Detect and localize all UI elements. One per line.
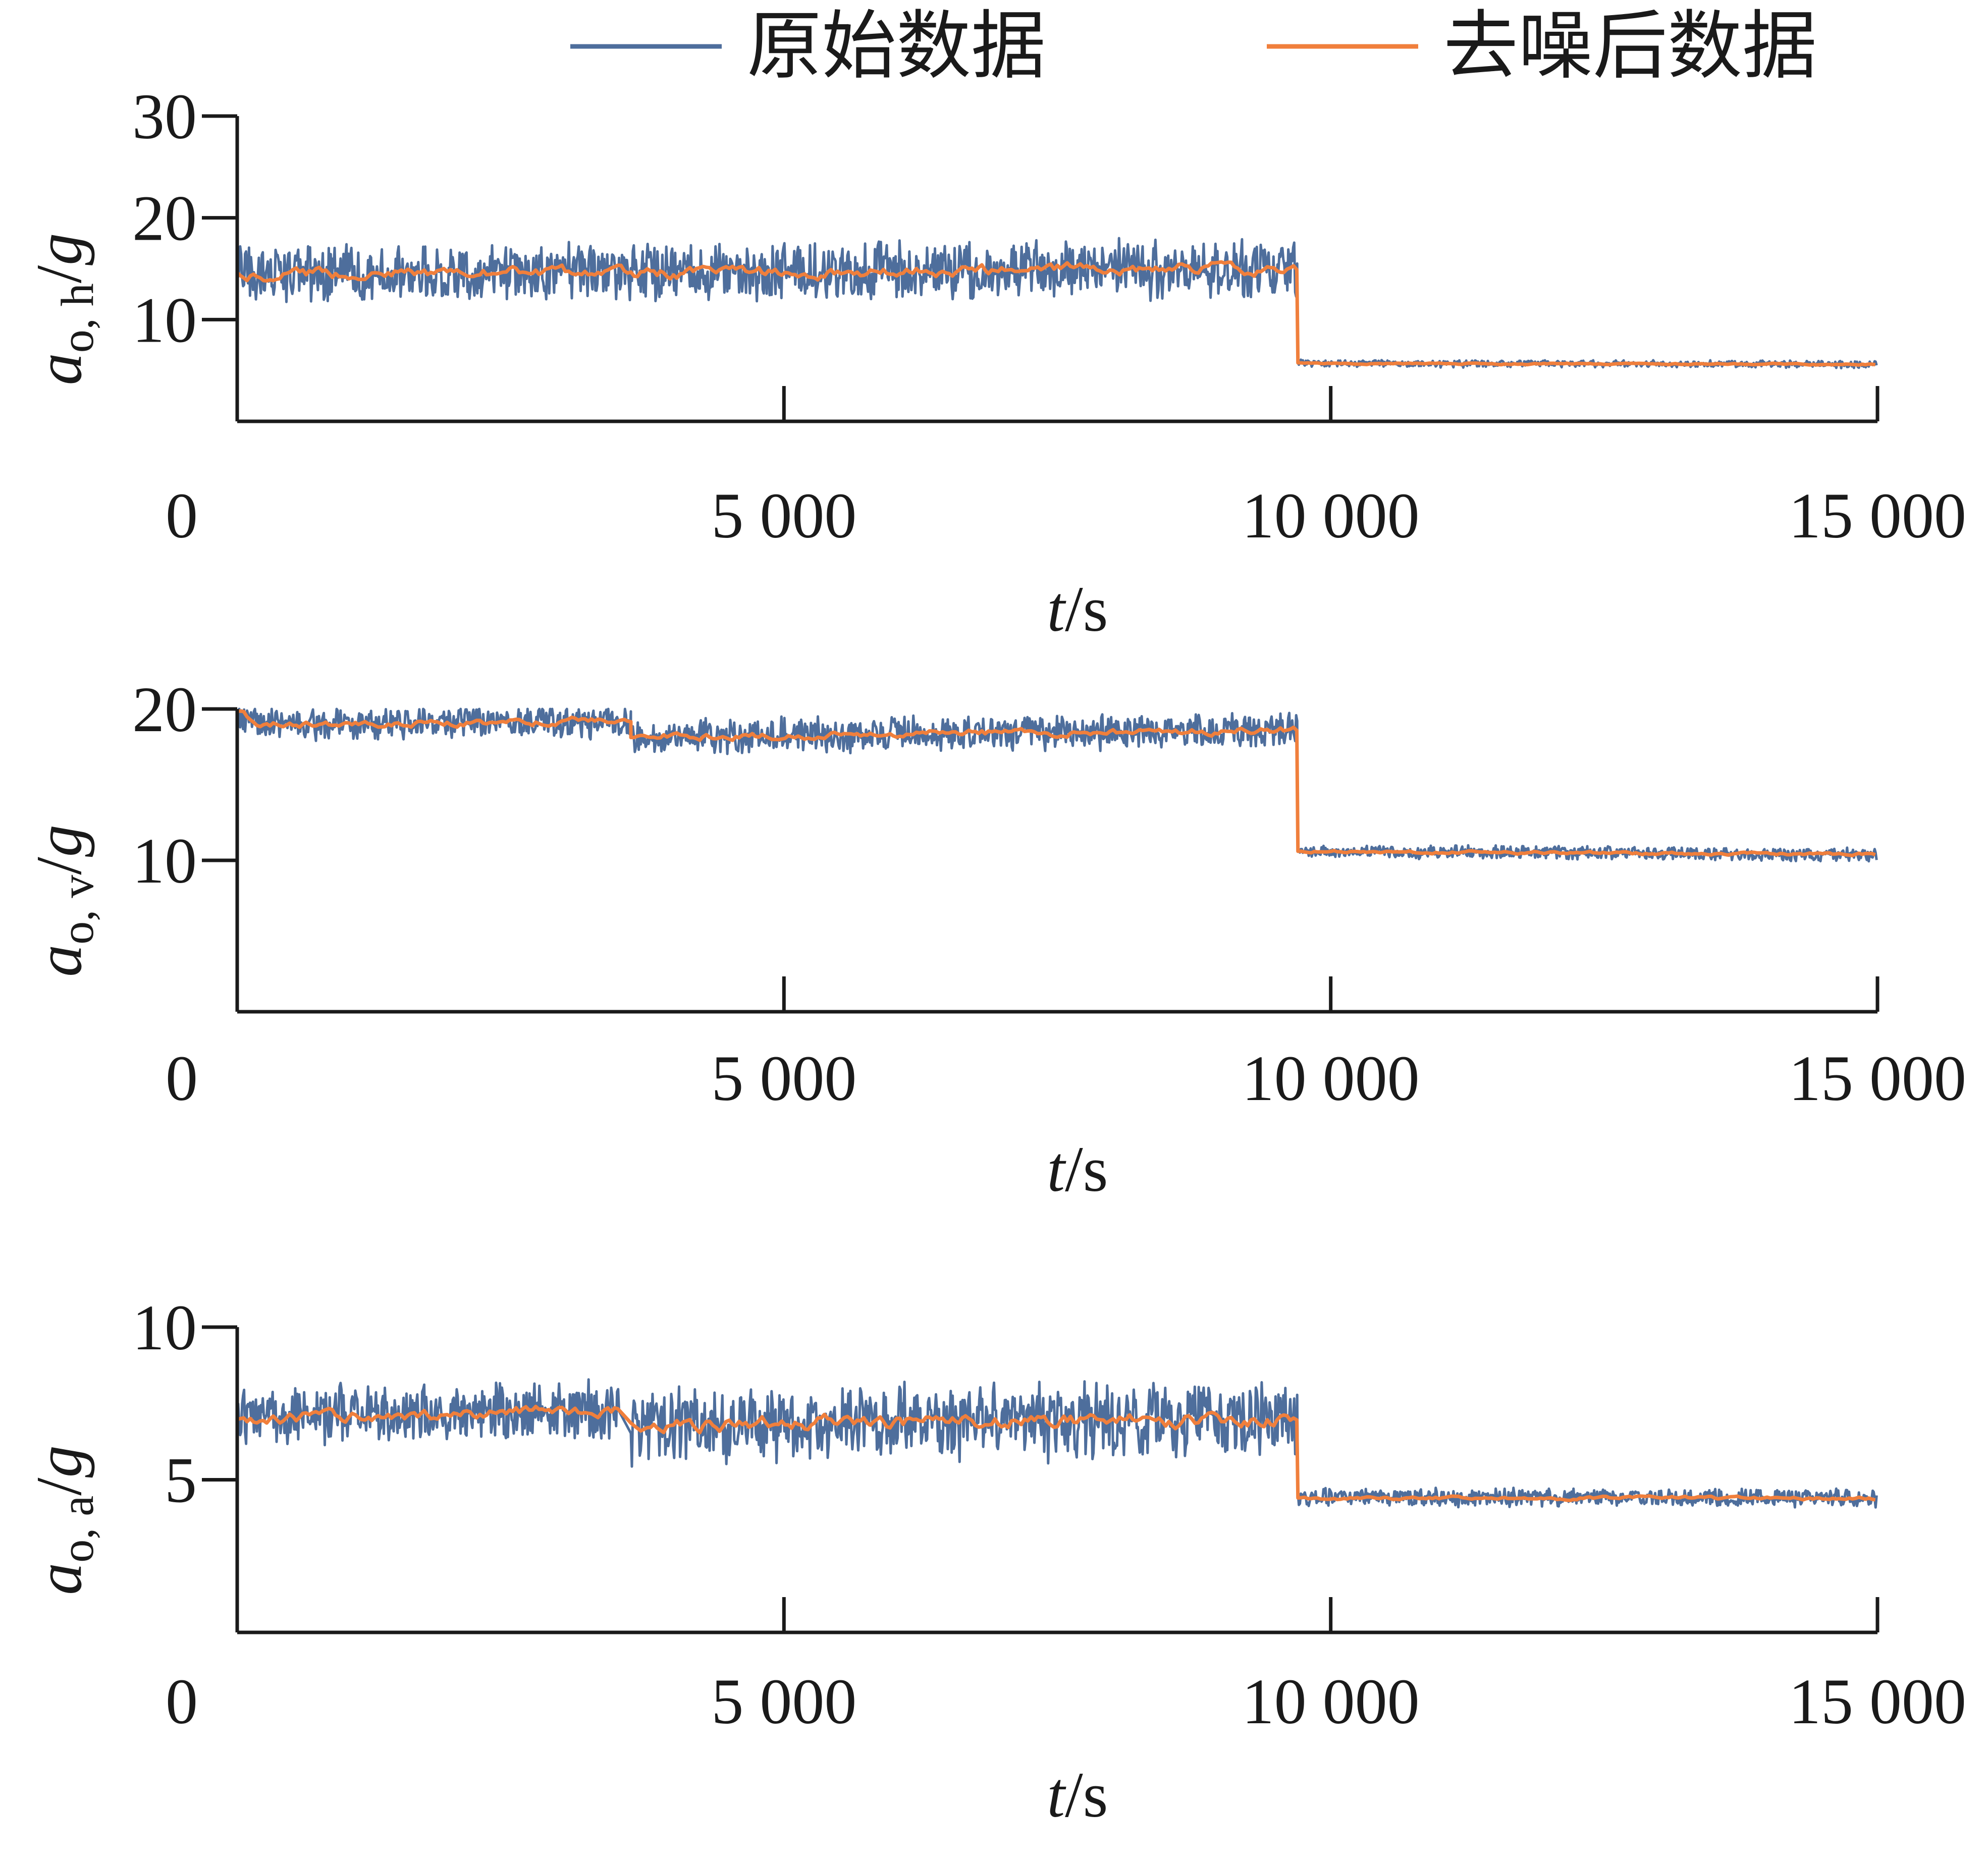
legend: 原始数据 去噪后数据 bbox=[570, 3, 1817, 89]
panels: 0 5 000 10 000 15 000 10 20 30 t/s ao, h/g 0 5 000… bbox=[23, 81, 1966, 1831]
x-tick-label: 15 000 bbox=[1789, 1043, 1966, 1114]
legend-denoised-label: 去噪后数据 bbox=[1443, 3, 1817, 89]
y-tick-label: 10 bbox=[132, 825, 197, 897]
y-tick-label: 20 bbox=[132, 674, 197, 745]
y-tick-label: 10 bbox=[132, 284, 197, 356]
chart-panel-2: 0 5 000 10 000 15 000 10 20 t/s ao, v/g bbox=[23, 674, 1966, 1205]
x-tick-label: 15 000 bbox=[1789, 1666, 1966, 1737]
chart-panel-1: 0 5 000 10 000 15 000 10 20 30 t/s ao, h/g bbox=[23, 81, 1966, 645]
denoised-series-line-1 bbox=[236, 260, 1876, 367]
y-tick-label: 10 bbox=[132, 1292, 197, 1363]
x-tick-label: 5 000 bbox=[711, 480, 856, 552]
raw-series-line-2 bbox=[236, 707, 1878, 863]
x-tick-label: 10 000 bbox=[1242, 480, 1420, 552]
x-tick-label: 10 000 bbox=[1242, 1043, 1420, 1114]
y-tick-label: 5 bbox=[165, 1445, 197, 1516]
denoised-series-line-2 bbox=[237, 709, 1876, 857]
y-tick-label: 20 bbox=[132, 183, 197, 254]
y-axis-label: ao, v/g bbox=[23, 825, 103, 977]
x-tick-label: 0 bbox=[166, 1043, 198, 1114]
x-tick-label: 15 000 bbox=[1789, 480, 1966, 552]
x-tick-label: 0 bbox=[166, 1666, 198, 1737]
denoised-series-line-3 bbox=[237, 1404, 1876, 1503]
x-tick-label: 5 000 bbox=[711, 1043, 856, 1114]
chart-panel-3: 0 5 000 10 000 15 000 5 10 t/s ao, a/g bbox=[23, 1292, 1966, 1831]
x-axis-label: t/s bbox=[1047, 1759, 1108, 1831]
y-tick-label: 30 bbox=[132, 81, 197, 152]
raw-series-line-3 bbox=[236, 1378, 1878, 1509]
y-axis-label: ao, h/g bbox=[23, 233, 103, 386]
legend-raw-label: 原始数据 bbox=[747, 3, 1046, 89]
x-tick-label: 0 bbox=[166, 480, 198, 552]
x-tick-label: 5 000 bbox=[711, 1666, 856, 1737]
raw-series-line-1 bbox=[236, 237, 1878, 370]
x-axis-label: t/s bbox=[1047, 1133, 1108, 1205]
x-tick-label: 10 000 bbox=[1242, 1666, 1420, 1737]
x-axis-label: t/s bbox=[1047, 573, 1108, 645]
y-axis-label: ao, a/g bbox=[23, 1445, 103, 1595]
